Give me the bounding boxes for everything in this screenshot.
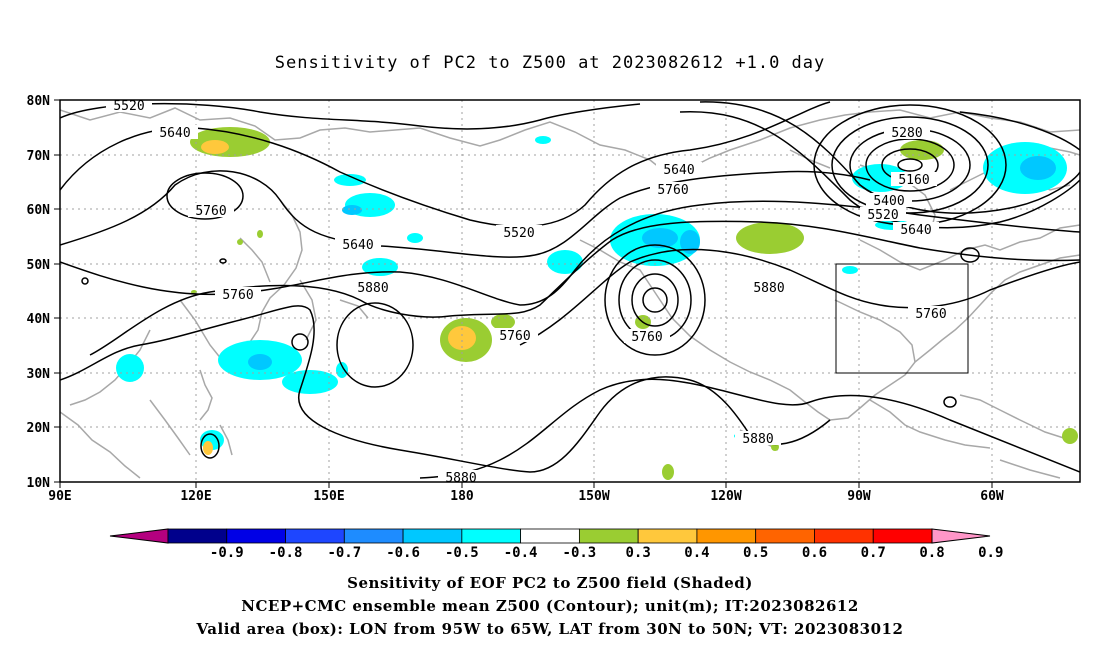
coastlines bbox=[60, 107, 1080, 479]
contour-label: 5760 bbox=[657, 183, 688, 198]
colorbar-segment bbox=[520, 528, 580, 544]
lon-tick-label: 60W bbox=[980, 489, 1004, 504]
lat-tick-label: 60N bbox=[27, 203, 51, 218]
contour-label: 5760 bbox=[499, 329, 530, 344]
colorbar-label: 0.5 bbox=[743, 545, 768, 561]
contour-label: 5400 bbox=[873, 194, 904, 209]
lon-tick-label: 150E bbox=[313, 489, 344, 504]
colorbar-segment bbox=[226, 528, 286, 544]
contour-label: 5160 bbox=[898, 173, 929, 188]
colorbar-segment bbox=[285, 528, 345, 544]
lat-tick-label: 50N bbox=[27, 258, 51, 273]
caption-contour: NCEP+CMC ensemble mean Z500 (Contour); u… bbox=[241, 597, 859, 615]
colorbar-label: 0.8 bbox=[919, 545, 944, 561]
lat-axis: 80N 70N 60N 50N 40N 30N 20N 10N bbox=[27, 94, 60, 491]
contour-labels: 5520 5640 5760 5640 5760 5880 5880 5520 … bbox=[106, 98, 954, 486]
contour-label: 5760 bbox=[631, 330, 662, 345]
colorbar-label: 0.4 bbox=[684, 545, 709, 561]
lat-tick-label: 70N bbox=[27, 149, 51, 164]
colorbar-label: -0.5 bbox=[445, 545, 479, 561]
colorbar-low-extend bbox=[109, 528, 169, 544]
colorbar-segment bbox=[755, 528, 815, 544]
lon-tick-label: 120W bbox=[710, 489, 741, 504]
colorbar: -0.9 -0.8 -0.7 -0.6 -0.5 -0.4 -0.3 0.3 0.4 0.5 0.6… bbox=[109, 528, 1003, 561]
contour-label: 5520 bbox=[503, 226, 534, 241]
colorbar-label: -0.8 bbox=[269, 545, 303, 561]
colorbar-label: 0.7 bbox=[861, 545, 886, 561]
contour-label: 5760 bbox=[915, 307, 946, 322]
colorbar-label: 0.9 bbox=[978, 545, 1003, 561]
contour-label: 5280 bbox=[891, 126, 922, 141]
colorbar-label: -0.9 bbox=[210, 545, 244, 561]
lat-tick-label: 80N bbox=[27, 94, 51, 109]
colorbar-high-extend bbox=[931, 528, 991, 544]
contour-label: 5640 bbox=[900, 223, 931, 238]
contour-label: 5520 bbox=[113, 99, 144, 114]
caption-valid-area: Valid area (box): LON from 95W to 65W, L… bbox=[196, 620, 904, 638]
contour-label: 5520 bbox=[867, 208, 898, 223]
lon-tick-label: 120E bbox=[180, 489, 211, 504]
contour-label: 5760 bbox=[195, 204, 226, 219]
map-area bbox=[60, 100, 1080, 482]
caption-shaded: Sensitivity of EOF PC2 to Z500 field (Sh… bbox=[347, 574, 753, 592]
lon-tick-label: 90E bbox=[48, 489, 71, 504]
lat-tick-label: 30N bbox=[27, 367, 51, 382]
lat-tick-label: 10N bbox=[27, 476, 51, 491]
lat-tick-label: 40N bbox=[27, 312, 51, 327]
lon-tick-label: 90W bbox=[847, 489, 871, 504]
colorbar-segment bbox=[872, 528, 933, 544]
lon-tick-label: 150W bbox=[578, 489, 609, 504]
valid-area-box bbox=[835, 263, 969, 374]
colorbar-label: -0.6 bbox=[386, 545, 420, 561]
contour-label: 5760 bbox=[222, 288, 253, 303]
map-frame bbox=[59, 99, 1081, 483]
colorbar-label: 0.6 bbox=[802, 545, 827, 561]
colorbar-segment bbox=[343, 528, 404, 544]
colorbar-label: -0.3 bbox=[563, 545, 597, 561]
colorbar-segment bbox=[402, 528, 463, 544]
graticule bbox=[60, 100, 1080, 482]
contour-label: 5880 bbox=[357, 281, 388, 296]
colorbar-segment bbox=[461, 528, 522, 544]
colorbar-label: -0.7 bbox=[327, 545, 361, 561]
colorbar-label: 0.3 bbox=[626, 545, 651, 561]
contour-label: 5640 bbox=[159, 126, 190, 141]
figure-title: Sensitivity of PC2 to Z500 at 2023082612… bbox=[275, 53, 826, 73]
colorbar-segment bbox=[696, 528, 757, 544]
colorbar-segment bbox=[578, 528, 639, 544]
contour-label: 5880 bbox=[445, 471, 476, 486]
colorbar-segment bbox=[814, 528, 874, 544]
colorbar-label: -0.4 bbox=[504, 545, 538, 561]
contour-label: 5880 bbox=[753, 281, 784, 296]
lon-axis: 90E 120E 150E 180 150W 120W 90W 60W bbox=[48, 482, 1004, 504]
contour-label: 5640 bbox=[663, 163, 694, 178]
colorbar-segment bbox=[167, 528, 228, 544]
colorbar-segment bbox=[637, 528, 698, 544]
lat-tick-label: 20N bbox=[27, 421, 51, 436]
lon-tick-label: 180 bbox=[450, 489, 474, 504]
contour-label: 5640 bbox=[342, 238, 373, 253]
contour-label: 5880 bbox=[742, 432, 773, 447]
